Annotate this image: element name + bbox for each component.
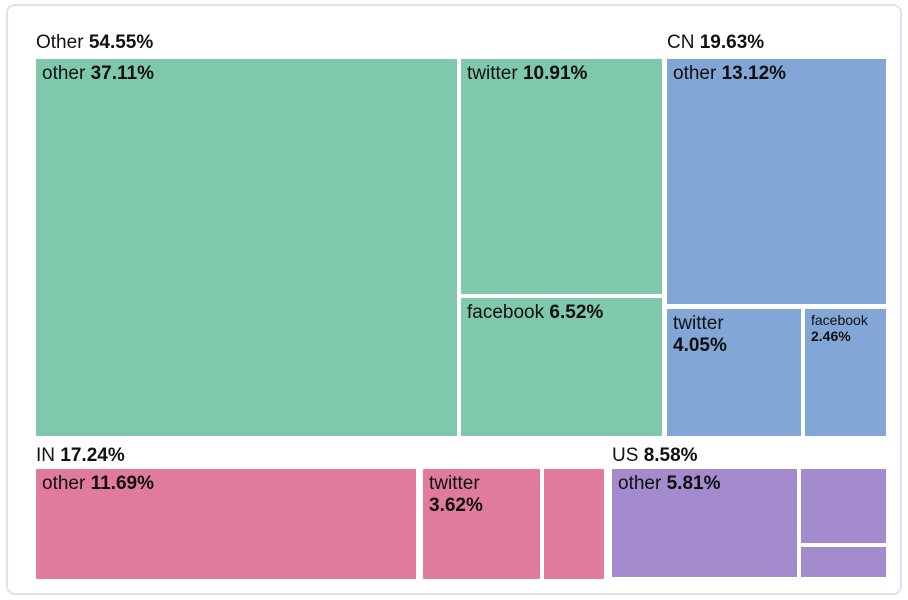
cell-value: 11.69%	[90, 473, 154, 494]
cell-value: 10.91%	[522, 63, 588, 84]
treemap-cell-other-facebook[interactable]: facebook 6.52%	[461, 298, 662, 436]
treemap-cell-us-unlabeled-2[interactable]	[801, 547, 886, 577]
group-label-cn: CN 19.63%	[667, 32, 764, 54]
treemap-cell-cn-twitter[interactable]: twitter 4.05%	[667, 309, 801, 436]
treemap-cell-in-other[interactable]: other 11.69%	[36, 469, 416, 579]
cell-name: twitter	[429, 473, 480, 494]
cell-value: 5.81%	[666, 473, 721, 494]
treemap-cell-in-unlabeled-2[interactable]	[544, 469, 604, 579]
group-label-in: IN 17.24%	[36, 445, 125, 467]
group-value: 19.63%	[699, 32, 765, 53]
treemap-cell-other-twitter[interactable]: twitter 10.91%	[461, 59, 662, 294]
treemap-card: Other 54.55% other 37.11% twitter 10.91% fa…	[6, 4, 902, 595]
group-value: 54.55%	[88, 32, 154, 53]
treemap-cell-cn-other[interactable]: other 13.12%	[667, 59, 886, 304]
group-label-other: Other 54.55%	[36, 32, 153, 54]
treemap-cell-us-other[interactable]: other 5.81%	[612, 469, 797, 577]
group-value: 8.58%	[643, 445, 698, 466]
cell-value: 2.46%	[811, 327, 851, 344]
cell-value: 13.12%	[721, 63, 787, 84]
group-label-us: US 8.58%	[612, 445, 698, 467]
group-name: US	[612, 445, 639, 466]
cell-value: 3.62%	[429, 494, 483, 516]
cell-name: other	[618, 473, 662, 494]
group-name: IN	[36, 445, 55, 466]
group-name: Other	[36, 32, 84, 53]
cell-name: facebook	[467, 302, 545, 323]
cell-name: other	[42, 473, 86, 494]
treemap-cell-other-other[interactable]: other 37.11%	[36, 59, 457, 436]
treemap-cell-in-twitter[interactable]: twitter 3.62%	[423, 469, 540, 579]
cell-value: 6.52%	[549, 302, 604, 323]
treemap-cell-us-unlabeled-1[interactable]	[801, 469, 886, 543]
cell-name: twitter	[673, 313, 724, 334]
group-value: 17.24%	[60, 445, 125, 466]
cell-name: other	[42, 63, 86, 84]
cell-name: facebook	[811, 312, 868, 328]
cell-name: other	[673, 63, 717, 84]
treemap-cell-cn-facebook[interactable]: facebook 2.46%	[805, 309, 886, 436]
cell-value: 4.05%	[673, 334, 727, 356]
cell-value: 37.11%	[90, 63, 154, 84]
group-name: CN	[667, 32, 695, 53]
cell-name: twitter	[467, 63, 518, 84]
treemap-chart: Other 54.55% other 37.11% twitter 10.91% fa…	[8, 6, 900, 593]
